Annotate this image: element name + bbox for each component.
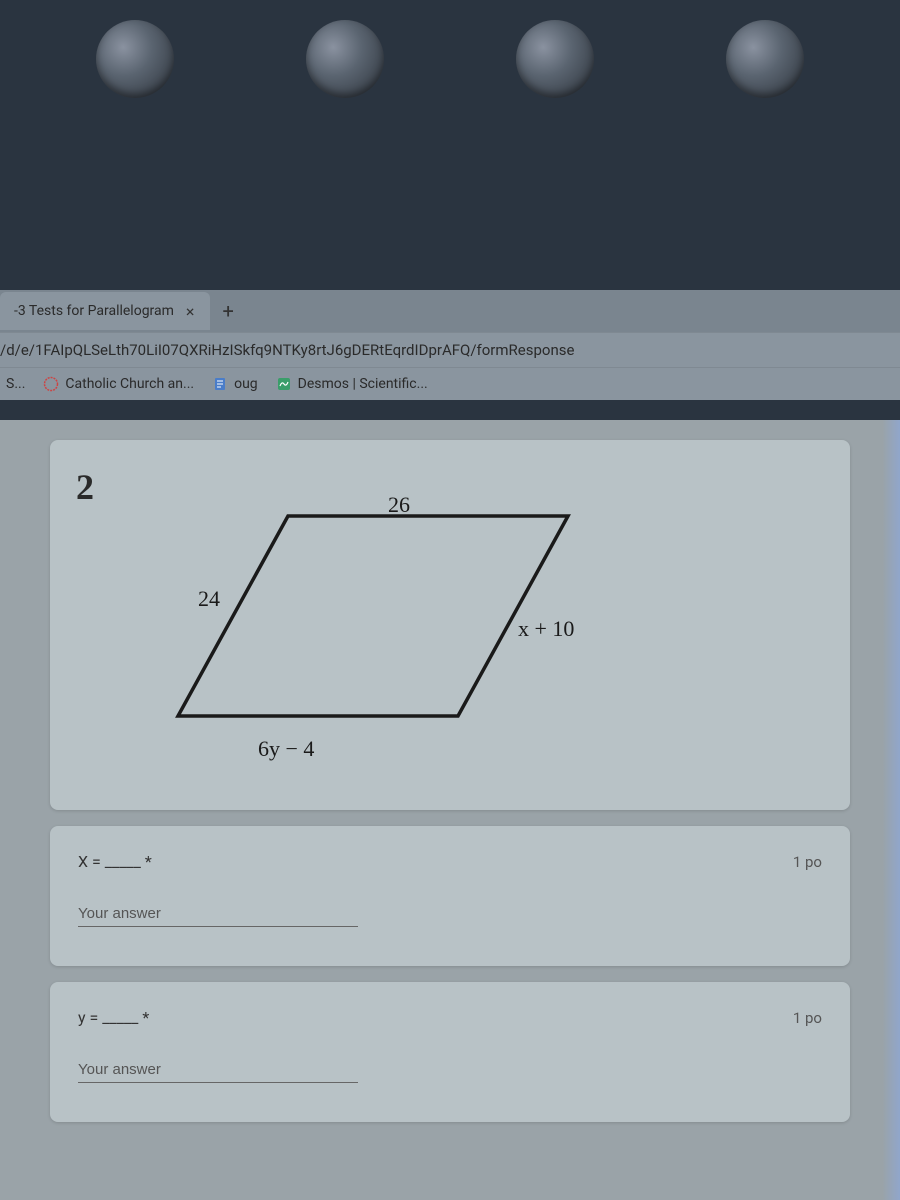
question-y-label: y = _____ * [78,1008,149,1027]
globe-icon [43,376,59,392]
dot [516,20,594,98]
tab-title: -3 Tests for Parallelogram [14,303,174,319]
bookmark-catholic[interactable]: Catholic Church an... [43,376,194,392]
question-x-label: X = _____ * [78,852,152,871]
answer-x-input[interactable] [78,901,358,927]
question-y-card: y = _____ * 1 po [50,982,850,1122]
side-label-bottom: 6y − 4 [258,736,314,762]
bookmark-label: Catholic Church an... [65,376,194,392]
bookmarks-bar: S... Catholic Church an... oug Desmos | … [0,367,900,400]
bookmark-item[interactable]: S... [6,376,25,392]
answer-y-input[interactable] [78,1057,358,1083]
browser-tab[interactable]: -3 Tests for Parallelogram × [0,292,210,330]
bookmark-desmos[interactable]: Desmos | Scientific... [276,376,428,392]
close-icon[interactable]: × [184,302,197,321]
side-label-left: 24 [198,586,220,612]
new-tab-button[interactable]: + [210,299,245,323]
camera-dots [0,20,900,120]
parallelogram-poly [178,516,568,716]
dot [306,20,384,98]
url-text: /d/e/1FAIpQLSeLth70LiI07QXRiHzISkfq9NTKy… [0,341,574,359]
points-label: 1 po [793,1009,822,1027]
browser-chrome: -3 Tests for Parallelogram × + /d/e/1FAI… [0,290,900,400]
question-x-card: X = _____ * 1 po [50,826,850,966]
doc-icon [212,376,228,392]
question-row: X = _____ * 1 po [78,852,822,871]
dot [96,20,174,98]
bookmark-label: Desmos | Scientific... [298,376,428,392]
bookmark-label: S... [6,376,25,392]
side-label-top: 26 [388,492,410,518]
bookmark-oug[interactable]: oug [212,376,258,392]
points-label: 1 po [793,853,822,871]
bookmark-label: oug [234,376,258,392]
calculator-icon [276,376,292,392]
question-row: y = _____ * 1 po [78,1008,822,1027]
dot [726,20,804,98]
diagram-card: 2 26 24 x + 10 6y − 4 [50,440,850,810]
side-label-right: x + 10 [518,616,574,642]
url-bar[interactable]: /d/e/1FAIpQLSeLth70LiI07QXRiHzISkfq9NTKy… [0,332,900,367]
tab-bar: -3 Tests for Parallelogram × + [0,290,900,332]
parallelogram-diagram: 26 24 x + 10 6y − 4 [78,466,822,784]
form-content: 2 26 24 x + 10 6y − 4 X = _____ * 1 po y… [0,420,900,1200]
